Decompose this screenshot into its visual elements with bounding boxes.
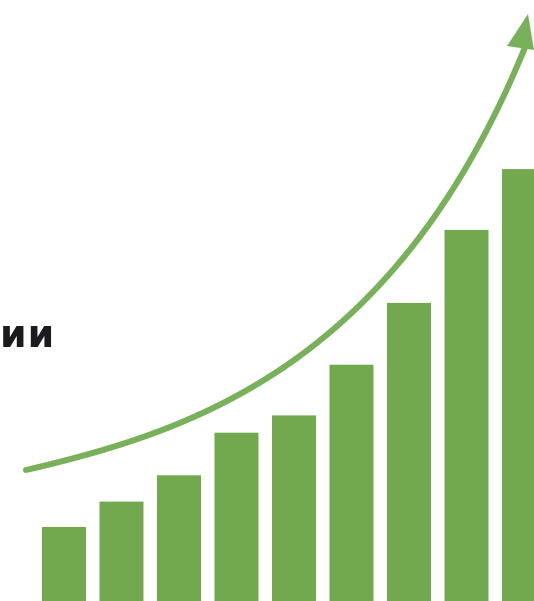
trend-arrow-head — [507, 14, 534, 50]
bar-1 — [42, 527, 86, 601]
caption-text: ии — [0, 312, 56, 356]
bar-3 — [157, 475, 201, 601]
bar-7 — [387, 302, 431, 601]
bar-6 — [329, 364, 374, 601]
bar-5 — [272, 415, 316, 601]
bar-9 — [502, 169, 534, 601]
bar-8 — [444, 229, 489, 601]
bar-series — [42, 169, 534, 601]
trend-arrow-curve — [23, 37, 531, 473]
bar-2 — [99, 501, 144, 601]
bar-4 — [214, 432, 259, 601]
